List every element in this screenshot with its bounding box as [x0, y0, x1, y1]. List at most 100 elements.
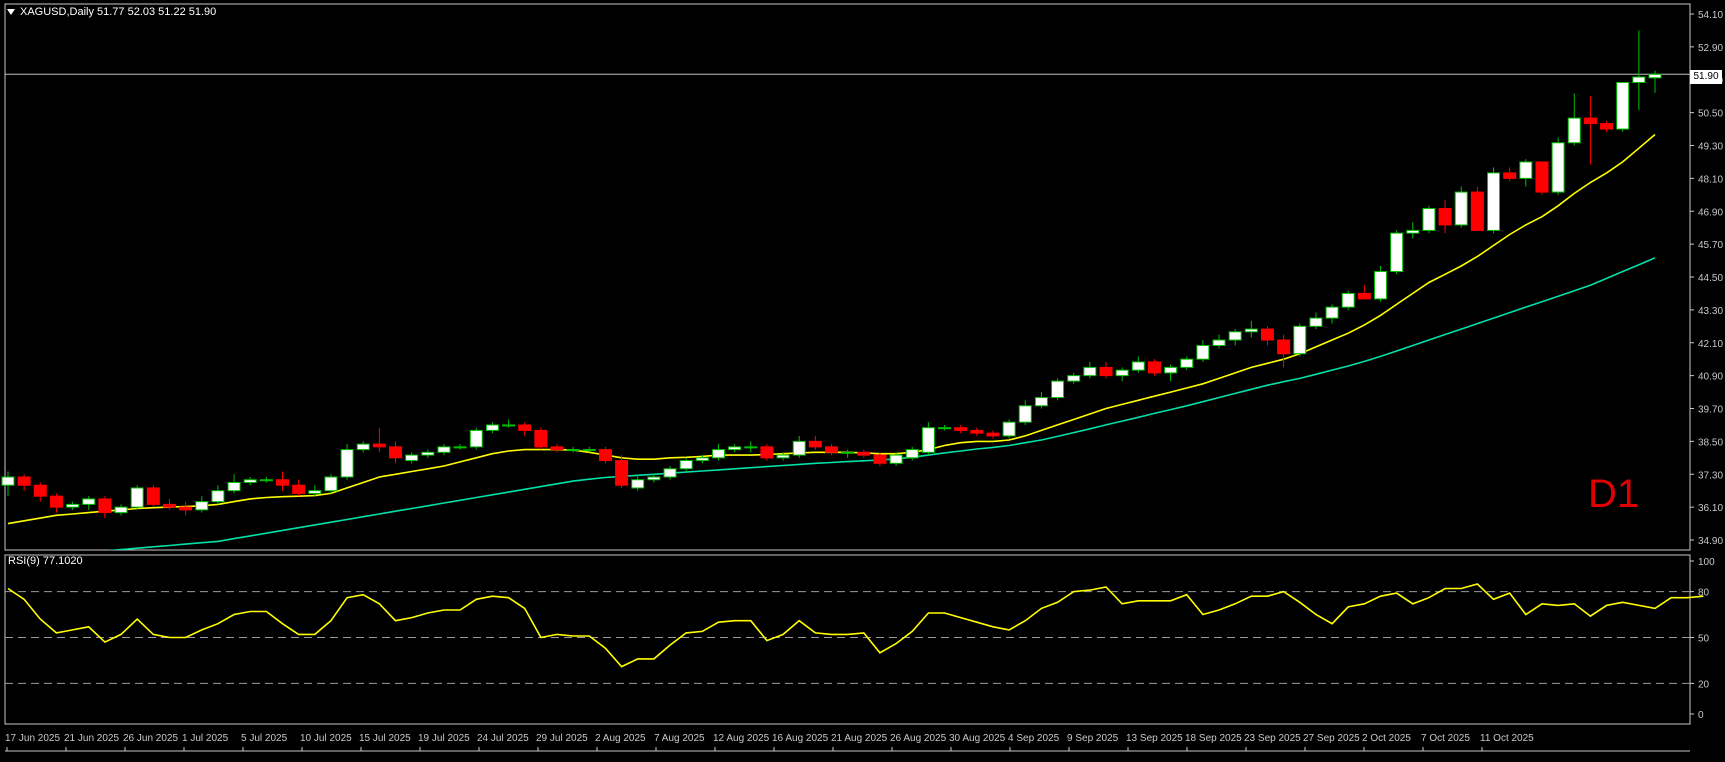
candle-body [308, 490, 322, 494]
time-tick-label: 2 Aug 2025 [595, 733, 646, 744]
candle-body [17, 476, 31, 486]
candle-body [1115, 369, 1129, 377]
candle-body [1583, 117, 1597, 125]
candle-body [227, 481, 241, 492]
candle-body [889, 454, 903, 464]
candle-body [211, 490, 225, 503]
candle-body [1277, 339, 1291, 355]
price-tick-label: 45.70 [1698, 240, 1723, 251]
candle-body [744, 446, 758, 449]
time-tick-label: 30 Aug 2025 [949, 733, 1006, 744]
candle-body [389, 446, 403, 459]
main-pane-frame [4, 3, 1691, 551]
candle-body [1535, 161, 1549, 193]
candle-body [1309, 317, 1323, 327]
candle-body [1051, 380, 1065, 399]
symbol-header: XAGUSD,Daily 51.77 52.03 51.22 51.90 [7, 6, 216, 18]
candle-body [1470, 191, 1484, 231]
time-tick-label: 26 Jun 2025 [123, 733, 178, 744]
candle-body [1164, 366, 1178, 374]
candle-body [1067, 375, 1081, 382]
candle-body [1002, 421, 1016, 437]
candle-body [760, 446, 774, 459]
rsi-tick-label: 0 [1698, 710, 1704, 721]
time-tick-label: 5 Jul 2025 [241, 733, 288, 744]
timeframe-label: D1 [1588, 472, 1640, 516]
time-tick-label: 27 Sep 2025 [1303, 733, 1360, 744]
time-tick-label: 2 Oct 2025 [1362, 733, 1411, 744]
candle-body [1567, 117, 1581, 144]
candle-body [921, 427, 935, 453]
time-tick-label: 18 Sep 2025 [1185, 733, 1242, 744]
candle-body [485, 424, 499, 431]
candle-body [502, 424, 516, 427]
price-tick-label: 42.10 [1698, 339, 1723, 350]
candle-body [421, 451, 435, 456]
rsi-line [7, 583, 1704, 668]
candle-body [518, 424, 532, 431]
candle-body [98, 498, 112, 514]
candle-body [857, 451, 871, 456]
rsi-header: RSI(9) 77.1020 [8, 555, 83, 567]
candle-body [1648, 73, 1662, 79]
candle-body [1293, 325, 1307, 355]
price-tick-label: 49.30 [1698, 142, 1723, 153]
dropdown-triangle-icon[interactable] [7, 9, 15, 15]
candle-body [647, 476, 661, 481]
candle-body [776, 454, 790, 459]
rsi-tick-label: 80 [1698, 588, 1710, 599]
candle-body [324, 476, 338, 492]
candle-body [49, 495, 63, 508]
price-tick-label: 37.30 [1698, 470, 1723, 481]
candle-body [1519, 161, 1533, 179]
candle-body [146, 487, 160, 505]
candle-body [582, 449, 596, 452]
time-tick-label: 24 Jul 2025 [477, 733, 529, 744]
candle-body [825, 446, 838, 453]
candle-body [469, 429, 483, 448]
ma-fast-line [7, 133, 1656, 525]
price-tick-label: 38.50 [1698, 437, 1723, 448]
price-tick-label: 36.10 [1698, 503, 1723, 514]
candle-body [1406, 229, 1420, 234]
price-tick-label: 44.50 [1698, 273, 1723, 284]
candle-body [276, 479, 289, 486]
candle-body [292, 484, 306, 494]
candle-body [679, 460, 693, 470]
time-tick-label: 29 Jul 2025 [536, 733, 588, 744]
candle-body [243, 479, 257, 483]
candle-body [1438, 208, 1452, 226]
candle-body [728, 446, 742, 451]
price-tick-label: 52.90 [1698, 43, 1723, 54]
candle-body [1083, 366, 1097, 377]
candle-body [631, 479, 645, 489]
candle-body [1454, 191, 1468, 226]
candle-body [1374, 271, 1387, 300]
time-tick-label: 7 Aug 2025 [654, 733, 705, 744]
rsi-pane-frame [4, 554, 1691, 725]
current-price-tag: 51.90 [1690, 70, 1722, 84]
time-tick-label: 15 Jul 2025 [359, 733, 411, 744]
candle-body [1390, 232, 1404, 273]
candle-body [1099, 366, 1113, 377]
candle-body [1131, 361, 1145, 371]
candle-body [1616, 81, 1630, 130]
candle-body [1196, 344, 1210, 360]
candle-body [340, 449, 354, 478]
candle-body [663, 468, 677, 478]
time-tick-label: 26 Aug 2025 [890, 733, 947, 744]
candle-body [162, 503, 176, 508]
candle-body [1551, 142, 1565, 193]
candle-body [33, 484, 47, 497]
ma-slow-line [107, 257, 1656, 550]
rsi-tick-label: 100 [1698, 557, 1715, 568]
price-tick-label: 40.90 [1698, 372, 1723, 383]
candle-body [1503, 172, 1517, 179]
price-tick-label: 34.90 [1698, 536, 1723, 547]
time-tick-label: 21 Jun 2025 [64, 733, 119, 744]
candle-body [453, 446, 467, 449]
candle-body [66, 503, 80, 508]
candle-body [195, 501, 209, 511]
